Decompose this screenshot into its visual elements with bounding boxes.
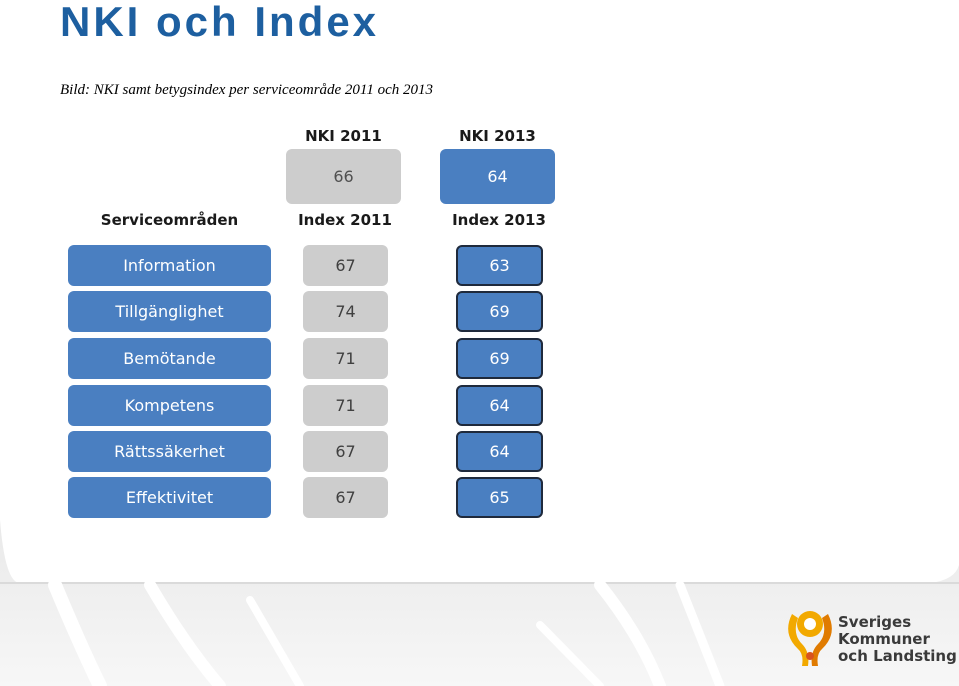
logo-text-line1: Sveriges	[838, 613, 912, 631]
logo-text-line3: och Landsting	[838, 647, 957, 665]
nki-2013-value: 64	[440, 149, 555, 204]
figure-caption: Bild: NKI samt betygsindex per serviceom…	[60, 82, 433, 98]
header-index-2013: Index 2013	[452, 211, 546, 229]
index-2011-kompetens: 71	[303, 385, 388, 426]
index-2013-rattssakerhet: 64	[456, 431, 543, 472]
decorative-wave-background	[0, 520, 959, 686]
category-rattssakerhet: Rättssäkerhet	[68, 431, 271, 472]
index-2013-effektivitet: 65	[456, 477, 543, 518]
skl-logo-icon	[788, 611, 832, 666]
category-tillganglighet: Tillgänglighet	[68, 291, 271, 332]
index-2011-bemotande: 71	[303, 338, 388, 379]
page-title: NKI och Index	[60, 0, 380, 45]
index-2011-information: 67	[303, 245, 388, 286]
index-2011-rattssakerhet: 67	[303, 431, 388, 472]
index-2011-effektivitet: 67	[303, 477, 388, 518]
header-serviceomraden: Serviceområden	[100, 211, 239, 229]
header-nki-2011: NKI 2011	[305, 127, 382, 145]
logo-text-line2: Kommuner	[838, 630, 930, 648]
category-effektivitet: Effektivitet	[68, 477, 271, 518]
header-index-2011: Index 2011	[298, 211, 392, 229]
category-information: Information	[68, 245, 271, 286]
nki-2011-value: 66	[286, 149, 401, 204]
index-2013-bemotande: 69	[456, 338, 543, 379]
category-bemotande: Bemötande	[68, 338, 271, 379]
index-2013-tillganglighet: 69	[456, 291, 543, 332]
category-kompetens: Kompetens	[68, 385, 271, 426]
index-2013-kompetens: 64	[456, 385, 543, 426]
index-2013-information: 63	[456, 245, 543, 286]
index-2011-tillganglighet: 74	[303, 291, 388, 332]
header-nki-2013: NKI 2013	[459, 127, 536, 145]
